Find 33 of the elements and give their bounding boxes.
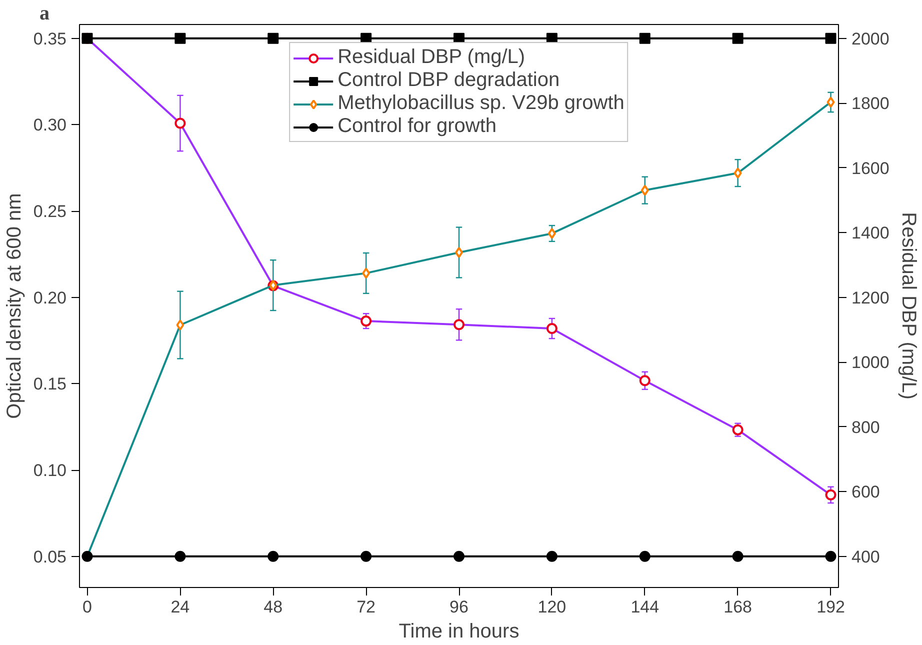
y-tick-label: 0.35: [33, 29, 67, 48]
legend-label: Methylobacillus sp. V29b growth: [338, 92, 624, 115]
y2-tick-label: 600: [852, 482, 880, 502]
legend-label: Residual DBP (mg/L): [338, 46, 526, 69]
x-tick-label: 72: [356, 598, 376, 616]
y-tick-label: 0.10: [33, 461, 67, 480]
x-tick-label: 144: [630, 598, 660, 616]
y2-tick-label: 400: [852, 547, 880, 566]
y-tick-label: 0.05: [33, 547, 67, 566]
legend-label: Control DBP degradation: [338, 69, 560, 92]
x-tick-label: 168: [724, 598, 752, 616]
x-tick-label: 192: [816, 598, 845, 616]
y2-tick-label: 1800: [852, 94, 890, 114]
x-tick-label: 96: [450, 598, 468, 616]
y-tick-label: 0.25: [33, 202, 67, 222]
y2-tick-label: 1400: [852, 224, 890, 243]
y-axis-title: Optical density at 600 nm: [3, 193, 26, 419]
y2-tick-label: 800: [852, 418, 880, 437]
x-axis-title: Time in hours: [398, 620, 520, 642]
y-tick-label: 0.15: [33, 374, 67, 394]
y2-tick-label: 1000: [852, 353, 890, 372]
x-tick-label: 0: [82, 598, 92, 616]
y2-tick-label: 2000: [852, 29, 890, 48]
y-tick-label: 0.30: [33, 116, 67, 135]
y2-tick-label: 1600: [852, 158, 890, 178]
text: a: [40, 2, 50, 24]
y2-tick-label: 1200: [852, 288, 890, 308]
y2-axis-title: Residual DBP (mg/L): [897, 212, 920, 400]
legend-label: Control for growth: [338, 115, 497, 138]
x-tick-label: 120: [538, 598, 566, 616]
x-tick-label: 24: [170, 598, 190, 616]
y-tick-label: 0.20: [33, 288, 67, 308]
x-tick-label: 48: [264, 598, 283, 616]
